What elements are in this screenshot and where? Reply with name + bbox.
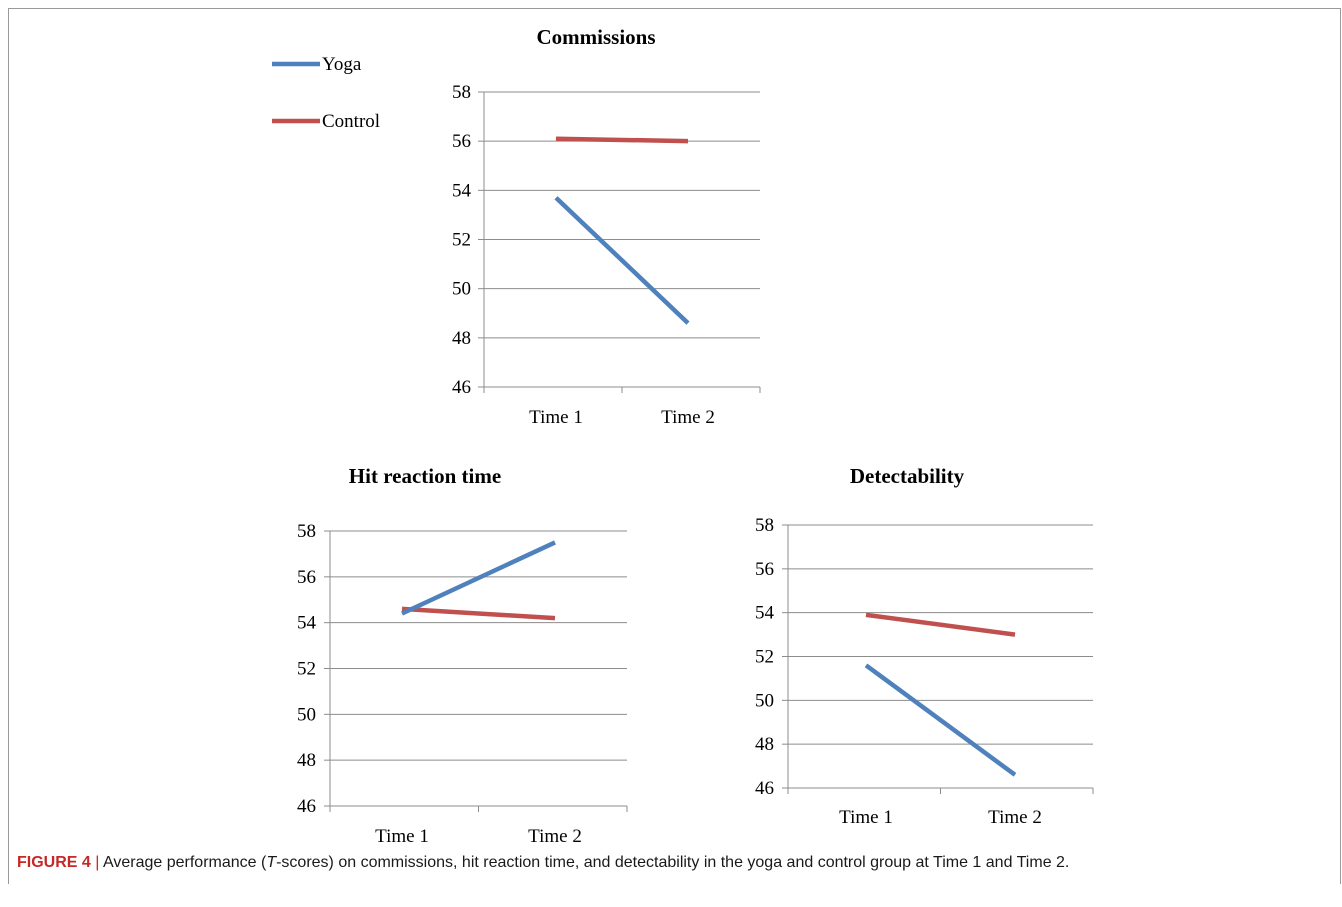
y-tick-label: 46 xyxy=(755,778,774,799)
y-tick-label: 48 xyxy=(452,328,471,349)
y-tick-label: 58 xyxy=(452,82,471,103)
series-line-control xyxy=(401,606,556,621)
y-tick-label: 50 xyxy=(452,279,471,300)
caption-text-after: -scores) on commissions, hit reaction ti… xyxy=(276,854,1070,871)
y-tick-label: 54 xyxy=(297,613,317,634)
legend-label-control: Control xyxy=(322,111,380,132)
series-line-yoga xyxy=(554,196,690,325)
figure-charts: Yoga Control Commissions 46 48 50 52 54 56 58 Tim… xyxy=(272,25,1094,847)
detectability-chart: Detectability 46 48 50 52 54 56 58 Time 1 Time 2 xyxy=(755,464,1094,828)
figure-frame xyxy=(8,8,1341,884)
series-line-yoga xyxy=(864,663,1017,777)
legend-label-yoga: Yoga xyxy=(322,54,362,75)
x-tick-label: Time 2 xyxy=(988,807,1042,828)
y-tick-label: 52 xyxy=(755,647,774,668)
x-tick-label: Time 1 xyxy=(375,826,429,847)
y-tick-label: 54 xyxy=(755,603,775,624)
y-tick-label: 50 xyxy=(755,690,774,711)
commissions-chart: Commissions 46 48 50 52 54 56 58 Time 1 Time 2 xyxy=(452,25,761,428)
caption-italic-t: T xyxy=(266,854,277,871)
y-tick-label: 56 xyxy=(755,559,774,580)
caption-text-before: Average performance ( xyxy=(102,854,267,871)
y-tick-label: 56 xyxy=(297,567,316,588)
y-tick-label: 52 xyxy=(297,659,316,680)
x-tick-label: Time 2 xyxy=(661,407,715,428)
figure-caption: FIGURE 4 | Average performance (T-scores… xyxy=(17,854,1327,872)
y-tick-label: 54 xyxy=(452,180,472,201)
chart-title: Commissions xyxy=(536,25,655,49)
y-tick-label: 46 xyxy=(297,796,316,817)
x-tick-label: Time 1 xyxy=(529,407,583,428)
caption-separator: | xyxy=(90,854,103,871)
y-tick-label: 48 xyxy=(755,734,774,755)
x-tick-label: Time 1 xyxy=(839,807,893,828)
legend: Yoga Control xyxy=(272,54,380,132)
y-tick-label: 50 xyxy=(297,704,316,725)
series-line-control xyxy=(555,136,689,144)
chart-title: Hit reaction time xyxy=(349,464,501,488)
chart-title: Detectability xyxy=(850,464,965,488)
series-line-control xyxy=(865,612,1016,637)
y-tick-label: 56 xyxy=(452,131,471,152)
figure-label: FIGURE 4 xyxy=(17,854,91,871)
y-tick-label: 46 xyxy=(452,377,471,398)
hit-reaction-time-chart: Hit reaction time 46 48 50 52 54 56 58 Time 1 Tim… xyxy=(297,464,628,847)
y-tick-label: 58 xyxy=(297,521,316,542)
series-line-yoga xyxy=(401,540,556,616)
x-tick-label: Time 2 xyxy=(528,826,582,847)
y-tick-label: 48 xyxy=(297,750,316,771)
y-tick-label: 52 xyxy=(452,230,471,251)
y-tick-label: 58 xyxy=(755,515,774,536)
